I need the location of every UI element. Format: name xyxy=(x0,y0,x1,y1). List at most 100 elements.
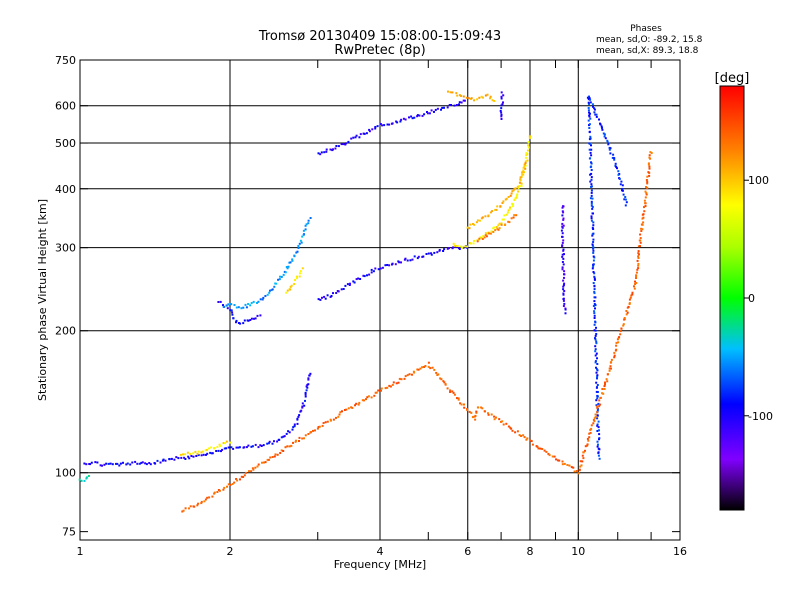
echo-point xyxy=(332,292,334,295)
echo-point xyxy=(397,381,400,384)
echo-point xyxy=(421,114,424,117)
echo-point xyxy=(239,322,242,325)
echo-point xyxy=(205,448,208,451)
echo-point xyxy=(197,454,200,457)
echo-point xyxy=(391,122,394,125)
echo-point xyxy=(427,361,430,364)
echo-point xyxy=(561,255,564,258)
echo-point xyxy=(184,507,187,510)
echo-point xyxy=(481,238,484,240)
echo-point xyxy=(395,382,398,385)
echo-point xyxy=(489,232,492,235)
echo-point xyxy=(500,222,503,225)
echo-point xyxy=(460,403,463,406)
echo-point xyxy=(216,445,219,448)
echo-point xyxy=(344,409,346,411)
echo-point xyxy=(370,268,373,271)
echo-point xyxy=(594,337,596,340)
echo-point xyxy=(115,462,117,465)
colorbar-ticks: 100 0 -100 xyxy=(744,174,773,423)
echo-point xyxy=(614,162,617,165)
echo-point xyxy=(527,141,530,144)
echo-point xyxy=(616,338,619,341)
echo-point xyxy=(350,137,353,140)
echo-point xyxy=(622,193,625,196)
echo-point xyxy=(601,392,604,395)
echo-point xyxy=(294,440,297,443)
echo-point xyxy=(593,292,596,295)
echo-point xyxy=(358,136,361,139)
echo-point xyxy=(189,453,192,455)
echo-point xyxy=(352,136,355,139)
echo-point xyxy=(351,406,354,409)
echo-point xyxy=(639,245,641,248)
echo-point xyxy=(509,206,512,209)
echo-point xyxy=(639,239,642,242)
echo-point xyxy=(330,295,333,297)
echo-point xyxy=(288,445,291,448)
echo-point xyxy=(438,249,441,251)
echo-point xyxy=(615,344,618,347)
echo-point xyxy=(603,133,606,136)
y-tick-label: 200 xyxy=(55,325,76,338)
echo-point xyxy=(451,390,454,393)
echo-point xyxy=(453,393,456,396)
x-tick-label: 10 xyxy=(571,545,585,558)
echo-point xyxy=(220,450,222,453)
echo-point xyxy=(602,132,605,135)
echo-point xyxy=(636,259,639,262)
echo-point xyxy=(154,462,157,465)
echo-point xyxy=(593,312,596,315)
echo-point xyxy=(600,125,603,128)
echo-point xyxy=(229,441,232,444)
echo-point xyxy=(596,368,598,371)
echo-point xyxy=(292,441,294,444)
echo-point xyxy=(222,304,224,307)
echo-point xyxy=(232,447,235,450)
echo-point xyxy=(505,213,508,216)
echo-point xyxy=(631,291,634,294)
echo-point xyxy=(489,95,492,98)
echo-point xyxy=(400,261,402,264)
echo-point xyxy=(89,463,92,466)
echo-point xyxy=(624,196,627,198)
echo-point xyxy=(597,426,600,429)
echo-point xyxy=(111,463,114,466)
echo-point xyxy=(286,267,289,270)
echo-point xyxy=(526,159,529,162)
echo-point xyxy=(613,356,616,359)
echo-point xyxy=(594,348,597,351)
echo-point xyxy=(568,464,571,467)
echo-point xyxy=(373,394,376,397)
echo-point xyxy=(324,421,327,424)
echo-point xyxy=(599,123,602,126)
echo-point xyxy=(434,108,437,111)
echo-point xyxy=(646,175,649,178)
echo-point xyxy=(252,300,255,303)
echo-point xyxy=(164,459,167,462)
echo-point xyxy=(443,248,446,251)
echo-point xyxy=(389,385,392,388)
echo-point xyxy=(582,451,585,454)
echo-point xyxy=(511,205,514,208)
echo-point xyxy=(519,178,522,181)
echo-point xyxy=(379,123,382,125)
echo-point xyxy=(476,239,479,242)
echo-point xyxy=(240,307,243,310)
echo-point xyxy=(264,295,267,297)
echo-point xyxy=(271,456,274,458)
echo-point xyxy=(496,227,499,230)
echo-point xyxy=(118,464,121,467)
echo-point xyxy=(440,378,443,381)
echo-point xyxy=(562,279,565,282)
echo-point xyxy=(429,367,432,370)
echo-point xyxy=(230,446,233,449)
echo-point xyxy=(235,306,238,309)
echo-point xyxy=(363,132,366,135)
echo-point xyxy=(597,443,599,446)
echo-point xyxy=(473,223,476,226)
echo-point xyxy=(492,231,495,233)
echo-point xyxy=(590,162,593,165)
echo-point xyxy=(235,446,238,449)
echo-point xyxy=(141,461,144,464)
